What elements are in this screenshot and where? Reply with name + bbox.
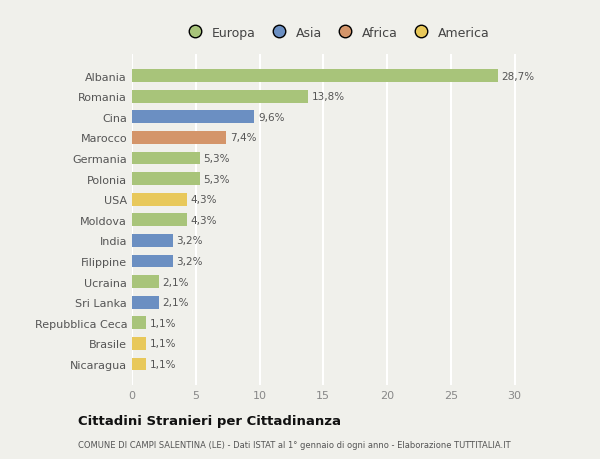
Bar (132, 111, 254, 124)
Text: 2,1%: 2,1% (163, 277, 189, 287)
Text: 4,3%: 4,3% (191, 215, 217, 225)
Text: 3,2%: 3,2% (176, 257, 203, 266)
Text: 2,1%: 2,1% (163, 297, 189, 308)
Bar (132, 173, 200, 185)
Bar (132, 70, 498, 83)
Text: 1,1%: 1,1% (150, 359, 176, 369)
Text: 4,3%: 4,3% (191, 195, 217, 205)
Bar (132, 235, 173, 247)
Bar (132, 358, 146, 370)
Bar (132, 337, 146, 350)
Bar (132, 193, 187, 206)
Bar (132, 296, 159, 309)
Text: 1,1%: 1,1% (150, 318, 176, 328)
Bar (132, 255, 173, 268)
Text: 5,3%: 5,3% (203, 174, 230, 184)
Bar (132, 275, 159, 288)
Text: 5,3%: 5,3% (203, 154, 230, 164)
Bar (132, 152, 200, 165)
Bar (132, 214, 187, 227)
Text: 13,8%: 13,8% (312, 92, 345, 102)
Text: 9,6%: 9,6% (258, 112, 285, 123)
Text: Cittadini Stranieri per Cittadinanza: Cittadini Stranieri per Cittadinanza (78, 414, 341, 428)
Bar (132, 317, 146, 330)
Bar (132, 132, 226, 145)
Text: 3,2%: 3,2% (176, 236, 203, 246)
Text: 28,7%: 28,7% (502, 72, 535, 81)
Text: COMUNE DI CAMPI SALENTINA (LE) - Dati ISTAT al 1° gennaio di ogni anno - Elabora: COMUNE DI CAMPI SALENTINA (LE) - Dati IS… (78, 441, 511, 449)
Bar (132, 90, 308, 103)
Text: 1,1%: 1,1% (150, 339, 176, 348)
Legend: Europa, Asia, Africa, America: Europa, Asia, Africa, America (177, 22, 495, 45)
Text: 7,4%: 7,4% (230, 133, 257, 143)
